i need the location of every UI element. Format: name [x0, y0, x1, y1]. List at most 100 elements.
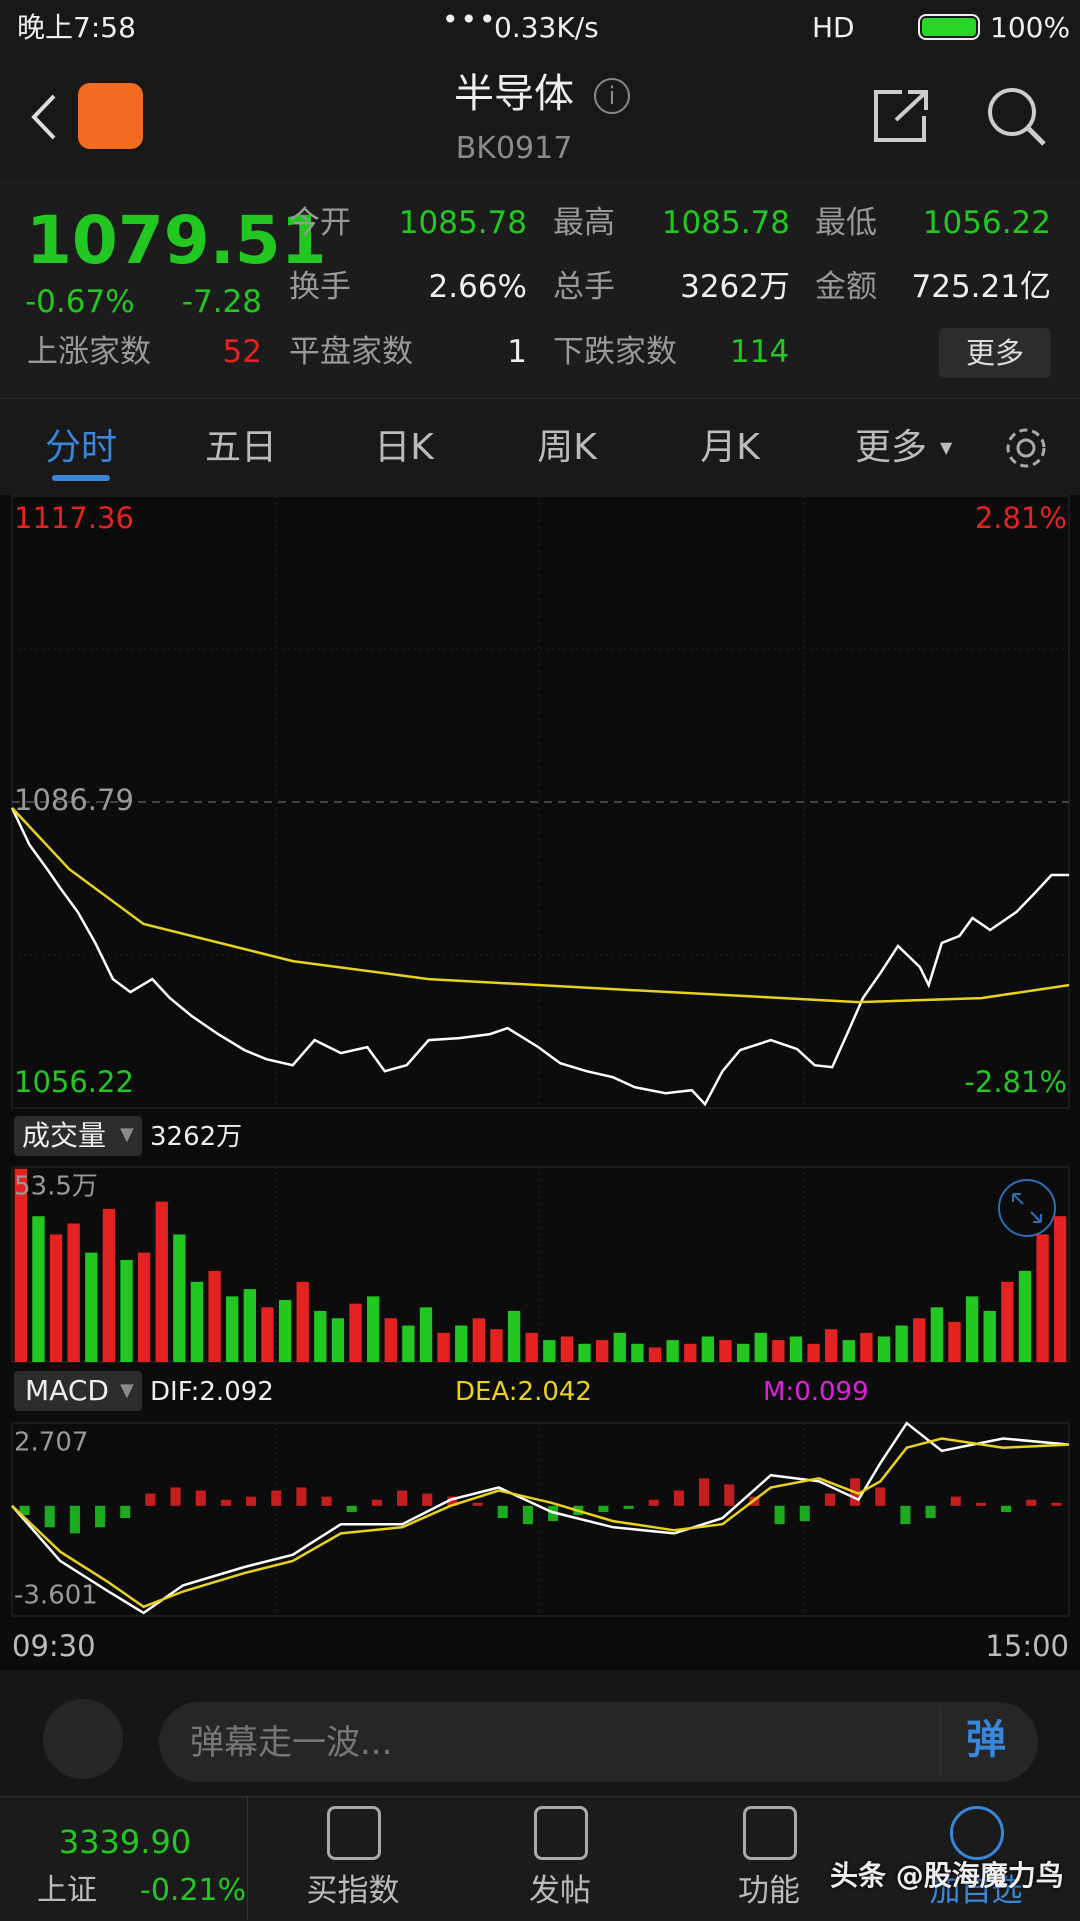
- stat-value: 1056.22: [922, 205, 1051, 241]
- divider: [940, 1708, 941, 1776]
- volume-bar: [490, 1329, 503, 1362]
- volume-bar: [243, 1289, 256, 1362]
- y-tick-label: 2.707: [14, 1428, 88, 1458]
- macd-bar: [220, 1499, 231, 1506]
- index-name: 上证: [37, 1873, 97, 1908]
- volume-bar: [32, 1216, 45, 1362]
- status-battery: 100%: [990, 11, 1071, 44]
- stat-label: 最高: [553, 205, 615, 241]
- macd-bar: [472, 1502, 483, 1506]
- macd-bar: [950, 1496, 961, 1506]
- notes-button[interactable]: [43, 1699, 123, 1779]
- breadth-label: 下跌家数: [553, 334, 677, 370]
- tab-bg: [0, 398, 1080, 495]
- volume-bar: [930, 1307, 944, 1362]
- volume-bar: [543, 1340, 556, 1362]
- volume-bar: [595, 1340, 609, 1362]
- tab[interactable]: 分时: [44, 427, 117, 468]
- macd-bar: [1026, 1499, 1037, 1506]
- volume-bar: [965, 1296, 979, 1362]
- nav-item[interactable]: 功能: [738, 1873, 800, 1909]
- tab[interactable]: 周K: [537, 427, 597, 468]
- tab[interactable]: 更多: [854, 427, 927, 468]
- nav-item[interactable]: 发帖: [529, 1873, 591, 1909]
- base-label: 1086.79: [14, 783, 134, 817]
- tab-caret: ▼: [940, 438, 953, 457]
- volume-bar: [67, 1223, 80, 1362]
- macd-selector[interactable]: [14, 1371, 142, 1411]
- expand-icon[interactable]: [998, 1179, 1056, 1237]
- tab[interactable]: 月K: [700, 427, 760, 468]
- back-button[interactable]: [26, 92, 60, 142]
- x-tick-label: 15:00: [985, 1629, 1069, 1663]
- y2-tick-label: 2.81%: [975, 501, 1067, 535]
- volume-bar: [913, 1318, 926, 1362]
- volume-bar: [155, 1201, 168, 1362]
- macd-bar: [497, 1505, 508, 1519]
- tab[interactable]: 五日: [204, 427, 277, 468]
- nav-icon: [950, 1806, 1004, 1860]
- nav-item[interactable]: 加自选: [929, 1873, 1023, 1909]
- macd-bar: [522, 1505, 533, 1525]
- macd-bar: [422, 1493, 433, 1506]
- header-title: 半导体: [454, 71, 574, 117]
- volume-bar: [102, 1208, 116, 1362]
- nav-item[interactable]: 买指数: [306, 1873, 400, 1909]
- volume-bar: [507, 1310, 521, 1362]
- macd-dea: DEA:2.042: [455, 1377, 592, 1407]
- stat-label: 总手: [553, 269, 615, 305]
- stat-label: 换手: [289, 269, 351, 305]
- macd-bar: [925, 1505, 936, 1519]
- macd-bar: [296, 1487, 307, 1506]
- volume-label: 成交量: [22, 1119, 107, 1152]
- status-speed: 0.33K/s: [494, 11, 599, 44]
- volume-frame: [11, 1166, 1070, 1363]
- volume-bar: [14, 1168, 27, 1362]
- index-value[interactable]: 3339.90: [58, 1823, 192, 1861]
- macd-bar: [170, 1487, 181, 1506]
- stat-value: 3262万: [680, 269, 790, 305]
- volume-bar: [120, 1259, 133, 1362]
- status-dots: •••: [442, 3, 498, 36]
- change: -7.28: [181, 284, 262, 320]
- volume-bar: [226, 1296, 239, 1362]
- macd-bar: [69, 1505, 80, 1534]
- macd-bar: [724, 1484, 735, 1506]
- search-button[interactable]: [986, 86, 1048, 148]
- volume-bar: [419, 1307, 433, 1362]
- price: 1079.51: [26, 202, 327, 279]
- macd-bar: [598, 1505, 609, 1512]
- volume-bar: [578, 1343, 591, 1362]
- share-button[interactable]: [872, 88, 932, 144]
- macd-bar: [975, 1502, 986, 1506]
- tab[interactable]: 日K: [374, 427, 434, 468]
- comment-input[interactable]: [159, 1702, 1038, 1782]
- status-time: 晚上7:58: [17, 11, 136, 44]
- macd-bar: [699, 1478, 710, 1506]
- nav-icon: [327, 1806, 381, 1860]
- volume-bar: [455, 1325, 468, 1362]
- volume-bar: [895, 1325, 908, 1362]
- macd-bar: [648, 1499, 659, 1506]
- macd-bar: [321, 1496, 332, 1506]
- info-icon[interactable]: i: [594, 78, 630, 114]
- macd-frame: [11, 1422, 1070, 1617]
- volume-bar: [825, 1329, 838, 1362]
- danmaku-button[interactable]: 弹: [966, 1717, 1006, 1763]
- breadth-label: 平盘家数: [289, 334, 413, 370]
- series-line: [11, 1421, 1070, 1615]
- volume-bar: [860, 1332, 873, 1362]
- volume-bar: [402, 1325, 415, 1362]
- macd-bar: [673, 1490, 684, 1506]
- series-line: [10, 807, 1069, 1107]
- volume-selector[interactable]: [14, 1116, 142, 1156]
- breadth-value: 52: [222, 334, 262, 370]
- more-button[interactable]: 更多: [939, 328, 1051, 378]
- settings-button[interactable]: [1002, 424, 1050, 472]
- volume-total: 3262万: [150, 1122, 243, 1152]
- stat-value: 2.66%: [428, 269, 527, 305]
- volume-bar: [349, 1303, 362, 1362]
- x-tick-label: 09:30: [12, 1629, 96, 1663]
- status-network: HD: [812, 11, 855, 44]
